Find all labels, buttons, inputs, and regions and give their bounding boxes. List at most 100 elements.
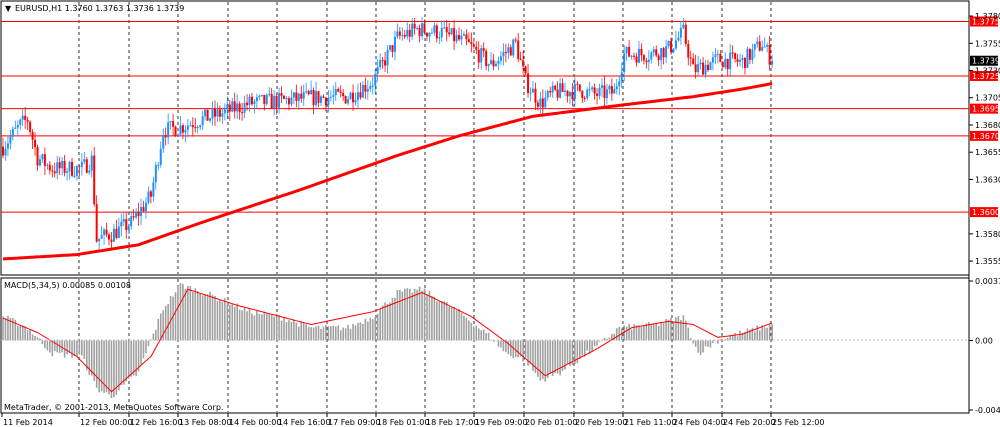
candle-body [43,154,46,166]
macd-bar [118,340,120,391]
candle-body [26,119,29,122]
candle-body [467,39,470,43]
candle-body [231,101,234,112]
price-pane[interactable] [0,0,970,276]
candle-body [334,88,337,96]
macd-bar [204,294,206,341]
candle-body [110,239,113,242]
macd-bar [697,340,699,353]
candle-body [645,60,648,63]
macd-bar [517,340,519,358]
candle-body [218,109,221,117]
candle-body [181,125,184,133]
candle-body [295,92,298,101]
candle-body [416,27,419,29]
macd-bar [78,340,81,355]
candle-body [445,27,448,33]
macd-bar [226,304,229,341]
candle-body [662,48,665,58]
macd-bar [650,324,653,341]
candle-body [379,60,382,68]
macd-bar [665,319,667,341]
macd-bar [36,337,39,341]
macd-bar [2,316,4,341]
candle-body [184,129,187,133]
y-tick-label: 1.3780 [975,12,1000,21]
candle-body [19,119,22,125]
candle-body [56,162,59,174]
macd-bar [211,295,214,341]
macd-bar [362,323,364,341]
macd-bar [426,294,428,341]
macd-bar [707,340,709,347]
macd-bar [135,340,137,376]
macd-bar [719,339,722,341]
macd-bar [354,325,357,341]
macd-bar [386,304,389,341]
macd-bar [480,330,483,341]
dropdown-marker-icon[interactable]: ▼ [5,4,12,13]
macd-bar [145,340,147,354]
candle-body [544,97,547,108]
candle-body [103,229,106,236]
macd-bar [243,307,246,341]
candle-body [546,90,549,98]
candle-body [423,23,426,33]
macd-bar [396,289,399,341]
macd-pane[interactable] [0,277,970,414]
macd-bar [566,340,569,365]
candle-body [112,228,115,242]
y-tick-label: 1.3655 [975,148,1000,157]
macd-bar [172,296,174,341]
candle-body [300,93,303,99]
macd-bar [194,288,197,341]
candle-body [443,27,446,29]
candle-body [763,46,766,48]
macd-bar [137,340,140,372]
macd-bar [288,320,290,341]
candle-body [603,85,606,98]
candle-body [490,60,493,65]
candle-body [386,49,389,66]
macd-bar [754,331,756,341]
macd-bar [236,303,238,341]
candle-body [694,64,697,73]
macd-bar [662,323,665,341]
macd-bar [61,340,63,353]
macd-bar [465,317,468,341]
candle-body [448,32,451,35]
candle-body [741,57,744,60]
macd-bar [586,340,589,351]
macd-bar [219,299,221,341]
macd-bar [275,313,278,341]
macd-bar [174,292,177,341]
candle-body [189,125,192,127]
candle-body [177,134,180,137]
candle-body [517,40,520,60]
candle-body [209,118,212,121]
macd-bar [261,314,263,341]
candle-body [549,90,552,93]
macd-bar [546,340,549,378]
symbol-header: ▼ EURUSD,H1 1.3760 1.3763 1.3736 1.3739 [5,4,184,13]
candle-body [241,111,244,113]
macd-bar [283,318,285,341]
macd-bar [749,329,751,341]
macd-bar [618,326,621,341]
x-tick-label: 11 Feb 2014 [3,418,53,427]
macd-bar [125,340,128,382]
macd-bar [771,324,773,341]
macd-bar [670,317,672,341]
macd-bar [413,288,416,341]
macd-bar [86,340,88,371]
candle-body [618,81,621,87]
candle-body [534,88,537,103]
candle-body [411,23,414,37]
macd-bar [556,340,559,374]
candle-body [105,229,108,235]
candle-body [140,207,143,217]
macd-bar [569,340,571,367]
macd-bar [302,322,305,341]
macd-bar [495,340,497,342]
